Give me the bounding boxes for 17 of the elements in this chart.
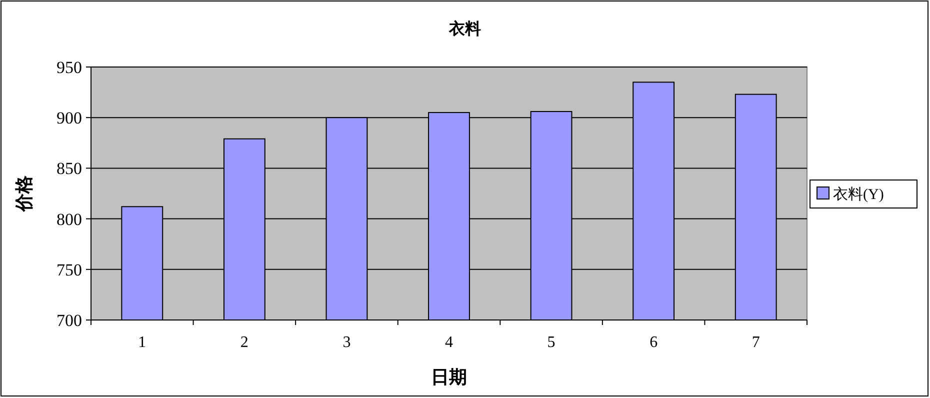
y-tick-label: 850 (56, 159, 82, 178)
y-tick-label: 750 (56, 260, 82, 280)
x-tick-label: 1 (138, 334, 146, 351)
x-axis-title: 日期 (431, 367, 467, 387)
legend-label: 衣料(Y) (833, 186, 884, 203)
x-tick-label: 6 (650, 334, 658, 351)
x-tick-label: 7 (752, 334, 760, 351)
x-tick-label: 3 (342, 334, 351, 351)
y-axis-title: 价格 (14, 174, 34, 212)
chart-title: 衣料 (448, 20, 481, 38)
x-tick-label: 5 (547, 334, 556, 351)
y-tick-label: 800 (56, 210, 82, 229)
y-tick-label: 900 (56, 108, 82, 128)
x-tick-label: 2 (240, 334, 248, 351)
y-tick-label: 700 (56, 311, 82, 330)
y-tick-label: 950 (56, 58, 82, 77)
x-tick-label: 4 (445, 334, 453, 351)
